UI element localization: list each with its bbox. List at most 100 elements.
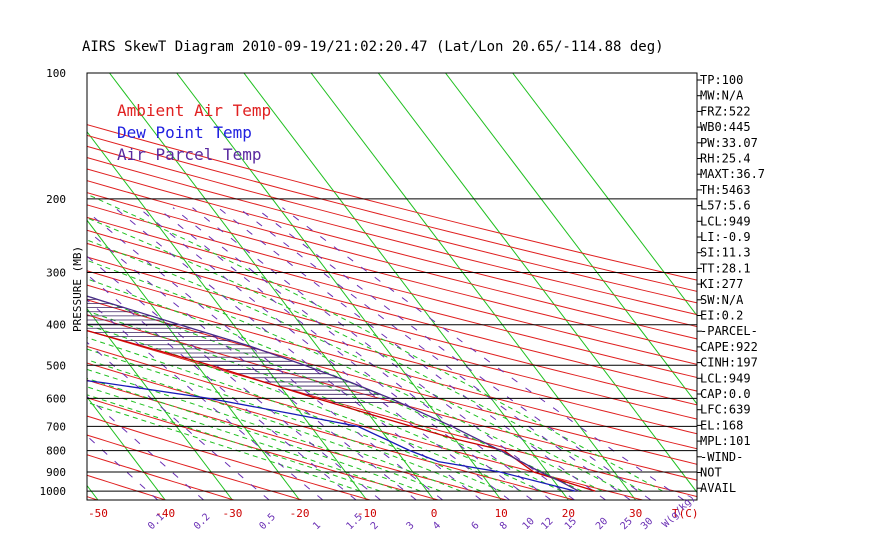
moist-adiabat-line <box>87 394 381 492</box>
mixing-ratio-tick-label: 2 <box>369 520 381 532</box>
dry-adiabat-line <box>87 124 697 281</box>
mixing-ratio-tick-label: 10 <box>521 516 537 532</box>
isotherm-line <box>176 73 502 500</box>
pressure-tick-label: 800 <box>46 445 66 458</box>
moist-adiabat-line <box>87 324 522 492</box>
moist-adiabat-line <box>87 386 401 492</box>
stats-item: LCL:949 <box>700 371 751 385</box>
mixing-ratio-line <box>238 207 631 500</box>
dry-adiabat-line <box>87 192 697 352</box>
mixing-ratio-tick-label: 1 <box>311 520 323 532</box>
stats-item: -WIND- <box>700 450 743 464</box>
y-axis-label: PRESSURE (MB) <box>71 246 84 332</box>
bottom-temp-tick-label: -40 <box>155 507 175 520</box>
dry-adiabat-line <box>87 256 697 420</box>
isotherm-line <box>310 73 636 500</box>
mixing-ratio-line <box>192 207 575 500</box>
isotherm-line <box>109 73 435 500</box>
stats-item: PW:33.07 <box>700 136 758 150</box>
mixing-ratio-line <box>172 207 552 500</box>
dry-adiabat-line <box>87 145 697 304</box>
bottom-temp-tick-label: -50 <box>88 507 108 520</box>
dry-adiabat-line <box>87 299 697 465</box>
moist-adiabat-line <box>87 310 542 492</box>
mixing-ratio-line <box>255 207 652 500</box>
dry-adiabat-line <box>87 242 697 406</box>
dry-adiabat-line <box>87 229 697 392</box>
mixing-ratio-tick-label: 12 <box>539 516 555 532</box>
isotherm-line <box>87 396 166 500</box>
stats-item: TH:5463 <box>700 183 751 197</box>
dry-adiabat-line <box>87 284 697 450</box>
dry-adiabat-line <box>87 454 235 500</box>
mixing-ratio-line <box>87 395 204 500</box>
mixing-ratio-tick-label: 4 <box>431 520 443 532</box>
stats-item: KI:277 <box>700 277 743 291</box>
mixing-ratio-tick-label: 3 <box>405 520 417 532</box>
plot-frame <box>86 72 698 501</box>
pressure-tick-label: 500 <box>46 359 66 372</box>
mixing-ratio-tick-label: 0.5 <box>257 512 278 533</box>
legend-air-parcel-temp: Air Parcel Temp <box>117 145 262 164</box>
mixing-ratio-tick-label: 6 <box>470 520 482 532</box>
series-layer <box>87 295 596 492</box>
dry-adiabat-line <box>87 157 697 316</box>
dry-adiabat-line <box>87 397 439 500</box>
dry-adiabat-line <box>87 434 303 500</box>
moist-adiabat-line <box>87 368 441 492</box>
stats-item: EL:168 <box>700 418 743 432</box>
bottom-temp-tick-label: 30 <box>629 507 642 520</box>
dry-adiabat-line <box>87 168 697 328</box>
pressure-tick-label: 900 <box>46 466 66 479</box>
stats-item: NOT <box>700 466 722 480</box>
mixing-ratio-tick-label: 20 <box>594 516 610 532</box>
legend-ambient-air-temp: Ambient Air Temp <box>117 101 271 120</box>
stats-item: LI:-0.9 <box>700 230 751 244</box>
pressure-tick-label: 400 <box>46 319 66 332</box>
stats-item: FRZ:522 <box>700 104 751 118</box>
bottom-temp-tick-label: -20 <box>290 507 310 520</box>
isotherm-line <box>243 73 569 500</box>
dry-adiabat-line <box>87 270 697 435</box>
stats-item: MAXT:36.7 <box>700 167 765 181</box>
moist-adiabat-line <box>87 359 462 492</box>
isotherm-line <box>87 219 300 500</box>
moist-adiabat-line <box>87 239 623 492</box>
moist-adiabat-line <box>87 348 482 492</box>
dry-adiabat-line <box>87 329 697 498</box>
legend: Ambient Air Temp Dew Point Temp Air Parc… <box>117 101 271 164</box>
dry-adiabat-line <box>0 73 30 500</box>
moist-adiabat-line <box>87 193 663 492</box>
stats-item: AVAIL <box>700 481 736 495</box>
moist-adiabat-line <box>87 295 562 492</box>
mixing-ratio-line <box>87 299 324 500</box>
mixing-ratio-line <box>87 435 159 500</box>
stats-item: TP:100 <box>700 73 743 87</box>
bottom-temp-tick-label: 0 <box>431 507 438 520</box>
stats-item: L57:5.6 <box>700 199 751 213</box>
stats-item: MW:N/A <box>700 89 744 103</box>
moist-adiabat-line <box>87 337 502 492</box>
isotherm-line <box>377 73 697 494</box>
stats-item: CAPE:922 <box>700 340 758 354</box>
stats-item: LFC:639 <box>700 403 751 417</box>
isotherm-line <box>0 73 31 500</box>
dry-adiabat-line <box>87 314 697 481</box>
pressure-tick-label: 600 <box>46 392 66 405</box>
stats-item: RH:25.4 <box>700 152 751 166</box>
air-parcel-temp-line <box>87 295 579 492</box>
mixing-ratio-line <box>87 273 357 500</box>
dry-adiabat-line <box>87 415 371 500</box>
bottom-temp-tick-label: 20 <box>562 507 575 520</box>
x-axis-label-temp: T(C) <box>672 507 699 520</box>
stats-item: CINH:197 <box>700 356 758 370</box>
stats-item: SI:11.3 <box>700 246 751 260</box>
pressure-tick-label: 200 <box>46 193 66 206</box>
mixing-ratio-line <box>217 207 606 500</box>
dry-adiabat-line <box>87 362 575 500</box>
pressure-tick-label: 1000 <box>40 485 67 498</box>
bottom-temp-tick-label: -30 <box>222 507 242 520</box>
